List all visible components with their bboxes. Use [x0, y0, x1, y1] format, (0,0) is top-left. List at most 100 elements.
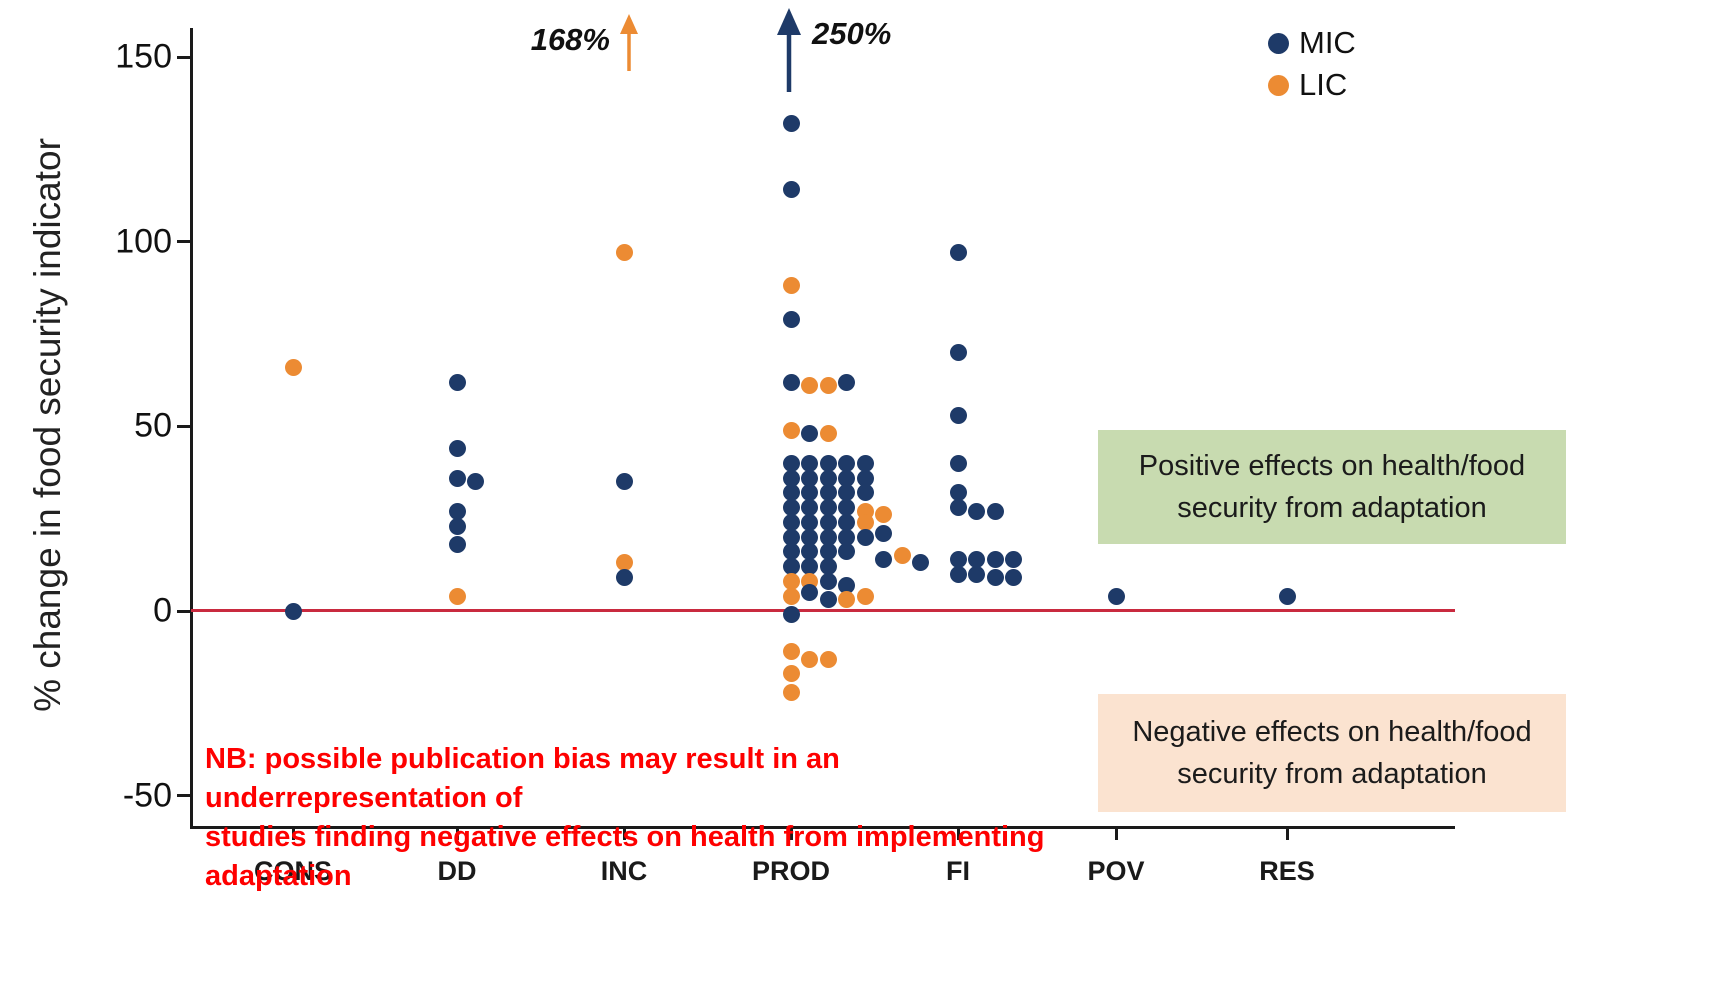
negative-effects-note: Negative effects on health/food security…: [1098, 694, 1566, 812]
data-point: [838, 484, 855, 502]
data-point: [819, 454, 837, 472]
data-point: [838, 499, 855, 517]
data-point: [801, 469, 818, 487]
data-point: [782, 469, 800, 487]
mic-series-dot-icon: [1268, 32, 1289, 54]
data-point: [782, 543, 800, 561]
y-axis-tick: [177, 55, 191, 59]
data-point: [819, 499, 837, 517]
data-point: [819, 591, 837, 609]
data-point: [615, 554, 633, 572]
data-point: [801, 513, 818, 531]
data-point: [615, 473, 633, 491]
y-axis-tick: [177, 794, 191, 798]
data-point: [782, 373, 800, 391]
y-axis-tick: [177, 424, 191, 428]
data-point: [782, 606, 800, 624]
data-point: [284, 358, 302, 376]
data-point: [949, 565, 967, 583]
x-axis-tick: [455, 829, 459, 840]
lic-series-dot-icon: [1268, 74, 1289, 96]
data-point: [615, 569, 633, 587]
data-point: [615, 244, 633, 262]
orange-up-arrow-icon: [620, 14, 638, 71]
y-axis-tick-label: -50: [122, 776, 172, 815]
data-point: [448, 469, 466, 487]
data-point: [838, 454, 855, 472]
legend: MIC LIC: [1268, 22, 1356, 106]
zero-reference-line: [191, 609, 1455, 612]
data-point: [801, 425, 818, 443]
data-point: [782, 665, 800, 683]
data-point: [819, 425, 837, 443]
x-axis-tick: [956, 829, 960, 840]
data-point: [856, 528, 874, 546]
data-point: [782, 513, 800, 531]
y-axis-tick-label: 100: [115, 222, 172, 261]
data-point: [875, 506, 892, 524]
y-axis-tick-label: 0: [153, 591, 172, 630]
data-point: [856, 587, 874, 605]
x-axis-tick: [291, 829, 295, 840]
offscale-annotation-lic-label: 168%: [530, 22, 610, 57]
data-point: [782, 421, 800, 439]
data-point: [782, 572, 800, 590]
data-point: [819, 543, 837, 561]
publication-bias-note-line2: studies finding negative effects on heal…: [205, 821, 1045, 893]
data-point: [782, 558, 800, 576]
data-point: [1278, 587, 1296, 605]
data-point: [782, 454, 800, 472]
data-point: [782, 683, 800, 701]
data-point: [838, 543, 855, 561]
data-point: [986, 569, 1004, 587]
y-axis-tick-label: 150: [115, 37, 172, 76]
data-point: [949, 550, 967, 568]
legend-item-lic: LIC: [1268, 64, 1356, 106]
data-point: [819, 377, 837, 395]
x-axis-category-label: FI: [946, 856, 970, 886]
data-point: [782, 310, 800, 328]
data-point: [838, 513, 855, 531]
data-point: [448, 373, 466, 391]
data-point: [782, 587, 800, 605]
y-axis-tick: [177, 240, 191, 244]
data-point: [782, 643, 800, 661]
data-point: [801, 484, 818, 502]
legend-label-lic: LIC: [1299, 67, 1348, 102]
data-point: [448, 587, 466, 605]
data-point: [949, 244, 967, 262]
data-point: [856, 469, 874, 487]
x-axis-category-label: POV: [1087, 856, 1145, 886]
data-point: [782, 277, 800, 295]
data-point: [801, 454, 818, 472]
legend-item-mic: MIC: [1268, 22, 1356, 64]
data-point: [801, 543, 818, 561]
y-axis-title: % change in food security indicator: [27, 138, 68, 712]
data-point: [801, 558, 818, 576]
data-point: [968, 550, 985, 568]
data-point: [448, 517, 466, 535]
data-point: [819, 484, 837, 502]
data-point: [819, 558, 837, 576]
data-point: [838, 576, 855, 594]
data-point: [819, 572, 837, 590]
data-point: [782, 484, 800, 502]
data-point: [856, 484, 874, 502]
data-point: [1005, 550, 1022, 568]
data-point: [801, 650, 818, 668]
data-point: [968, 502, 985, 520]
data-point: [782, 114, 800, 132]
data-point: [838, 591, 855, 609]
data-point: [838, 469, 855, 487]
data-point: [801, 528, 818, 546]
x-axis-category-label: DD: [437, 856, 477, 886]
data-point: [949, 454, 967, 472]
x-axis-category-label: INC: [600, 856, 648, 886]
x-axis-category-label: PROD: [751, 856, 831, 886]
x-axis-tick: [622, 829, 626, 840]
data-point: [949, 499, 967, 517]
data-point: [893, 547, 911, 565]
data-point: [782, 499, 800, 517]
publication-bias-note-line1: NB: possible publication bias may result…: [205, 743, 840, 815]
